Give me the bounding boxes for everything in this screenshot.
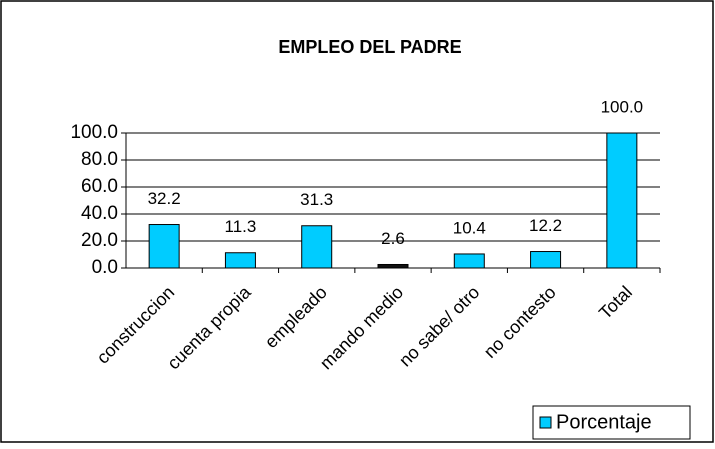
- legend-box: [532, 405, 691, 440]
- data-label: 2.6: [381, 229, 405, 248]
- bar: [606, 132, 638, 269]
- y-tick-label: 100.0: [70, 122, 118, 143]
- data-label: 11.3: [225, 217, 257, 236]
- bar: [530, 251, 562, 269]
- data-label: 10.4: [453, 218, 486, 237]
- y-tick-label: 60.0: [81, 176, 118, 197]
- y-tick-label: 20.0: [81, 230, 118, 251]
- data-label: 31.3: [300, 190, 333, 209]
- legend-swatch: [539, 416, 552, 429]
- bar: [301, 225, 333, 269]
- legend-label: Porcentaje: [556, 411, 652, 433]
- data-label: 12.2: [529, 216, 562, 235]
- bar: [224, 252, 256, 269]
- bar: [148, 224, 180, 269]
- bar: [377, 263, 409, 269]
- y-tick-label: 80.0: [81, 149, 118, 170]
- chart-title: EMPLEO DEL PADRE: [278, 37, 461, 57]
- y-tick-label: 0.0: [92, 257, 118, 278]
- data-label: 32.2: [148, 189, 181, 208]
- data-label: 100.0: [601, 97, 644, 116]
- bar: [453, 253, 485, 269]
- y-tick-label: 40.0: [81, 203, 118, 224]
